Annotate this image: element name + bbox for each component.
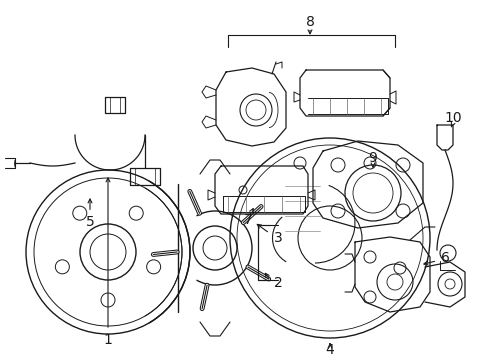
Text: 7: 7 xyxy=(243,213,252,227)
Text: 8: 8 xyxy=(305,15,314,29)
Text: 4: 4 xyxy=(325,343,334,357)
Text: 9: 9 xyxy=(368,151,377,165)
Text: 10: 10 xyxy=(443,111,461,125)
Text: 6: 6 xyxy=(440,251,448,265)
Text: 1: 1 xyxy=(103,333,112,347)
Text: 5: 5 xyxy=(85,215,94,229)
Text: 3: 3 xyxy=(273,231,282,245)
Text: 2: 2 xyxy=(273,276,282,290)
